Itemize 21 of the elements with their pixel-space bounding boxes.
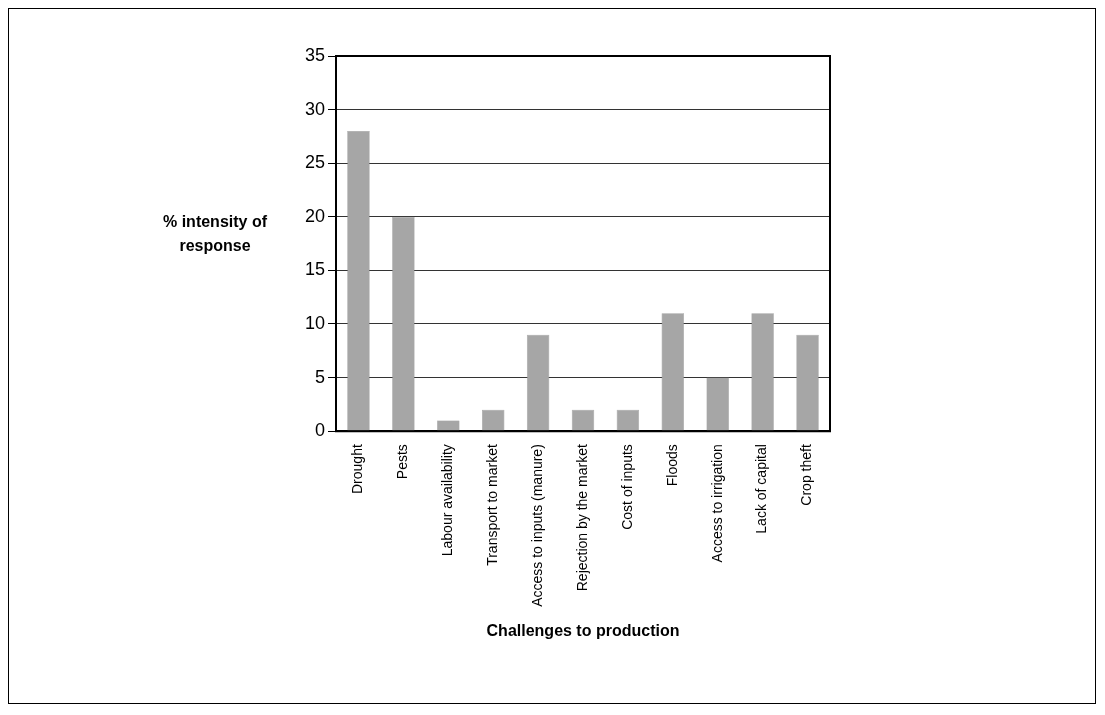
y-tick-label: 10 [304,312,325,333]
x-tick-label: Drought [349,444,366,494]
y-tick-label: 5 [314,366,325,387]
x-tick-label: Floods [663,444,680,487]
y-axis-title: % intensity of response [162,212,268,256]
y-tick-label: 25 [304,152,325,173]
x-tick-label: Pests [394,444,411,480]
y-tick-label: 30 [304,98,325,119]
y-tick-label: 15 [304,259,325,280]
x-tick-label: Access to irrigation [708,444,725,563]
x-tick-label: Lack of capital [753,444,770,534]
y-tick-label: 35 [304,44,325,65]
x-tick-label: Cost of inputs [618,444,635,530]
x-axis-title: Challenges to production [486,621,680,639]
x-tick-label: Transport to market [484,444,501,566]
x-tick-label: Rejection by the market [573,444,590,592]
y-tick-label: 20 [304,205,325,226]
y-tick-label: 0 [314,420,325,441]
x-tick-label: Access to inputs (manure) [528,444,545,607]
x-tick-label: Labour availability [439,444,456,557]
x-tick-label: Crop theft [798,444,815,506]
